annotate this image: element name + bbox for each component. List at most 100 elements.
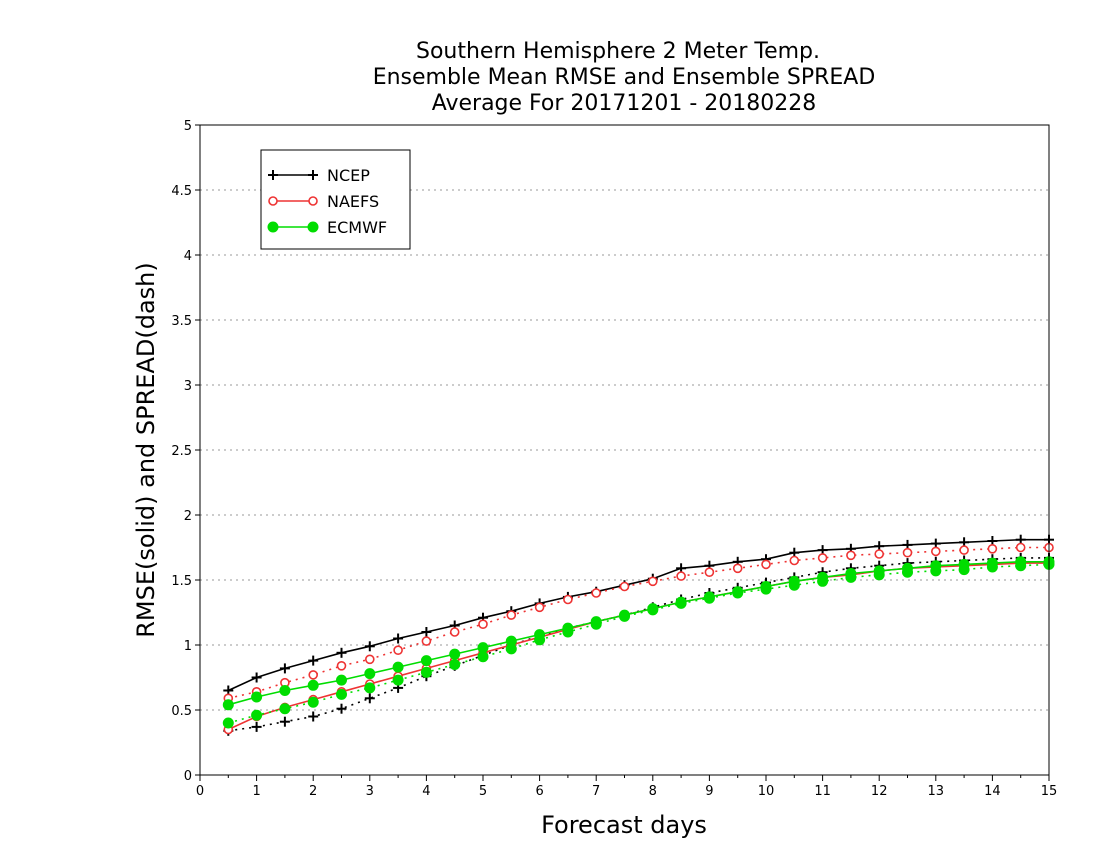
series-ecmwf-spread-point bbox=[449, 659, 461, 670]
legend-box bbox=[260, 149, 411, 250]
series-ncep-rmse-point bbox=[251, 672, 262, 683]
legend: NCEP NAEFS ECMWF bbox=[260, 149, 411, 250]
x-tick-label: 5 bbox=[479, 784, 487, 799]
series-naefs-spread-point bbox=[449, 627, 460, 637]
series-ecmwf-spread-point bbox=[222, 717, 234, 729]
x-tick-label: 0 bbox=[196, 784, 204, 799]
x-axis-label: Forecast days bbox=[541, 811, 707, 839]
legend-marker bbox=[308, 170, 318, 180]
series-layer bbox=[222, 534, 1055, 736]
series-ecmwf-spread-point bbox=[760, 583, 772, 595]
series-ecmwf-spread-point bbox=[392, 674, 404, 686]
y-tick-label: 3.5 bbox=[171, 314, 192, 329]
series-naefs-spread-point bbox=[563, 594, 573, 605]
series-ecmwf-spread-point bbox=[1015, 560, 1027, 572]
chart-title: Southern Hemisphere 2 Meter Temp. Ensemb… bbox=[373, 39, 876, 116]
x-tick-label: 2 bbox=[309, 784, 317, 799]
series-naefs-spread-point bbox=[1015, 542, 1026, 553]
legend-marker bbox=[268, 170, 278, 180]
series-ecmwf-spread-point bbox=[279, 703, 291, 715]
series-ecmwf-spread-point bbox=[534, 634, 546, 646]
series-ecmwf-spread-point bbox=[817, 575, 829, 587]
series-ecmwf-spread-point bbox=[873, 569, 885, 581]
chart-title-line-3: Average For 20171201 - 20180228 bbox=[432, 91, 817, 116]
series-ecmwf-spread-point bbox=[675, 597, 687, 609]
series-naefs-spread-point bbox=[704, 567, 715, 578]
series-ecmwf bbox=[222, 556, 1055, 729]
series-ecmwf-spread-point bbox=[732, 587, 744, 599]
legend-marker bbox=[307, 221, 319, 233]
x-tick-label: 3 bbox=[366, 784, 374, 799]
legend-label-ncep: NCEP bbox=[327, 166, 370, 185]
series-ecmwf-rmse-point bbox=[477, 642, 489, 654]
series-ncep-spread-point bbox=[336, 703, 347, 714]
series-ecmwf-spread-point bbox=[477, 651, 489, 663]
x-tick-label: 10 bbox=[758, 784, 775, 799]
series-ncep-spread-point bbox=[279, 716, 290, 727]
legend-label-ecmwf: ECMWF bbox=[327, 218, 387, 237]
series-ecmwf-rmse-point bbox=[364, 668, 376, 680]
series-naefs-spread-point bbox=[817, 553, 828, 563]
legend-item-naefs: NAEFS bbox=[268, 192, 379, 211]
series-ncep-spread-line bbox=[228, 557, 1049, 732]
x-tick-label: 9 bbox=[705, 784, 713, 799]
series-ecmwf-spread-point bbox=[958, 564, 970, 576]
series-ecmwf-spread-point bbox=[647, 604, 659, 616]
y-tick-label: 4 bbox=[184, 249, 192, 264]
x-tick-label: 12 bbox=[871, 784, 888, 799]
y-tick-label: 2.5 bbox=[171, 444, 192, 459]
series-naefs-spread-point bbox=[789, 555, 800, 566]
series-ecmwf-spread-point bbox=[986, 561, 998, 573]
series-naefs-spread-line bbox=[228, 546, 1049, 700]
series-naefs-spread-point bbox=[732, 563, 743, 574]
series-ncep-rmse-point bbox=[421, 627, 432, 637]
series-ecmwf-rmse-point bbox=[392, 661, 404, 673]
series-ecmwf-spread-point bbox=[703, 592, 715, 604]
series-naefs-spread-point bbox=[874, 549, 885, 559]
series-ecmwf-rmse-line bbox=[228, 560, 1049, 706]
series-naefs-spread-point bbox=[676, 571, 686, 581]
series-ecmwf-spread-point bbox=[336, 688, 347, 700]
series-ecmwf-rmse-point bbox=[336, 674, 347, 686]
series-naefs-spread-point bbox=[987, 543, 998, 554]
y-tick-label: 2 bbox=[184, 509, 192, 524]
series-naefs-spread-point bbox=[534, 602, 545, 613]
series-naefs-spread-point bbox=[930, 546, 941, 557]
series-ncep-spread-point bbox=[308, 711, 319, 722]
x-tick-label: 15 bbox=[1041, 784, 1058, 799]
x-tick-label: 6 bbox=[535, 784, 543, 799]
series-ncep-rmse-point bbox=[308, 655, 319, 666]
y-tick-label: 0 bbox=[184, 769, 192, 784]
series-ecmwf-rmse-point bbox=[251, 691, 263, 703]
series-naefs-spread-point bbox=[336, 660, 347, 671]
series-ecmwf-spread-line bbox=[228, 563, 1050, 724]
series-ecmwf-spread-point bbox=[505, 643, 517, 655]
x-tick-label: 14 bbox=[984, 784, 1001, 799]
series-ecmwf-spread-point bbox=[619, 610, 630, 622]
series-naefs-spread-point bbox=[478, 619, 488, 630]
series-ecmwf-rmse-point bbox=[420, 655, 432, 667]
series-naefs-spread-point bbox=[647, 576, 658, 587]
series-ncep-spread-point bbox=[251, 721, 262, 732]
legend-marker bbox=[308, 196, 318, 206]
y-axis-label: RMSE(solid) and SPREAD(dash) bbox=[132, 262, 160, 638]
x-tick-label: 11 bbox=[814, 784, 831, 799]
series-ecmwf-rmse-point bbox=[279, 685, 291, 696]
series-ecmwf-rmse-point bbox=[307, 679, 319, 691]
chart-title-line-2: Ensemble Mean RMSE and Ensemble SPREAD bbox=[373, 65, 876, 90]
series-naefs-spread-point bbox=[959, 545, 969, 555]
legend-label-naefs: NAEFS bbox=[327, 192, 379, 211]
series-ecmwf-spread-point bbox=[251, 709, 263, 721]
x-tick-label: 1 bbox=[252, 784, 260, 799]
legend-item-ecmwf: ECMWF bbox=[267, 218, 387, 237]
y-tick-label: 3 bbox=[184, 379, 192, 394]
series-ecmwf-rmse-point bbox=[449, 648, 461, 660]
y-tick-label: 5 bbox=[184, 119, 192, 134]
axis-ticks: 00.511.522.533.544.550 1 2 3 4 5 6 7 8 9 10 11 12 13 1… bbox=[171, 119, 1057, 799]
series-ecmwf-spread-point bbox=[562, 626, 574, 638]
chart-title-line-1: Southern Hemisphere 2 Meter Temp. bbox=[416, 39, 820, 64]
series-naefs-spread-point bbox=[591, 588, 602, 598]
legend-marker bbox=[267, 221, 279, 233]
x-tick-label: 4 bbox=[422, 784, 430, 799]
